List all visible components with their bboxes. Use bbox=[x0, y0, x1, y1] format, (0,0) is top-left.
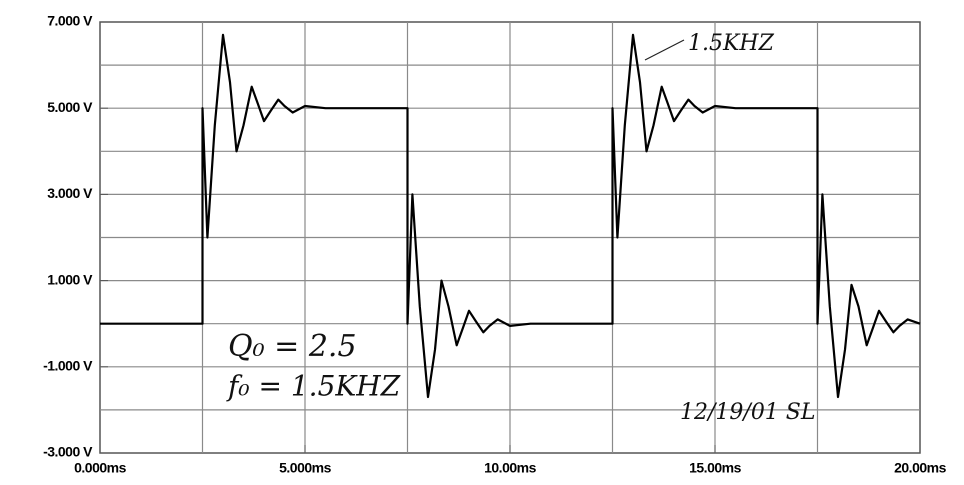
y-tick-label: 5.000 V bbox=[47, 99, 93, 115]
annotation: Q₀ = 2.5 bbox=[228, 329, 357, 364]
annotation-leader bbox=[644, 39, 685, 61]
annotation: 12/19/01 SL bbox=[680, 400, 815, 425]
waveform bbox=[100, 33, 921, 399]
y-tick-label: 3.000 V bbox=[47, 185, 93, 201]
x-tick-label: 20.00ms bbox=[894, 460, 946, 476]
annotation: 1.5KHZ bbox=[688, 31, 775, 56]
annotation: f₀ = 1.5KHZ bbox=[226, 370, 401, 403]
y-tick-label: 1.000 V bbox=[47, 271, 93, 287]
x-tick-label: 15.00ms bbox=[689, 460, 741, 476]
x-tick-label: 10.00ms bbox=[484, 460, 536, 476]
y-tick-label: -3.000 V bbox=[43, 444, 93, 460]
y-tick-label: 7.000 V bbox=[47, 13, 93, 29]
x-tick-label: 0.000ms bbox=[74, 460, 126, 476]
x-tick-label: 5.000ms bbox=[279, 460, 331, 476]
y-tick-label: -1.000 V bbox=[43, 358, 93, 374]
